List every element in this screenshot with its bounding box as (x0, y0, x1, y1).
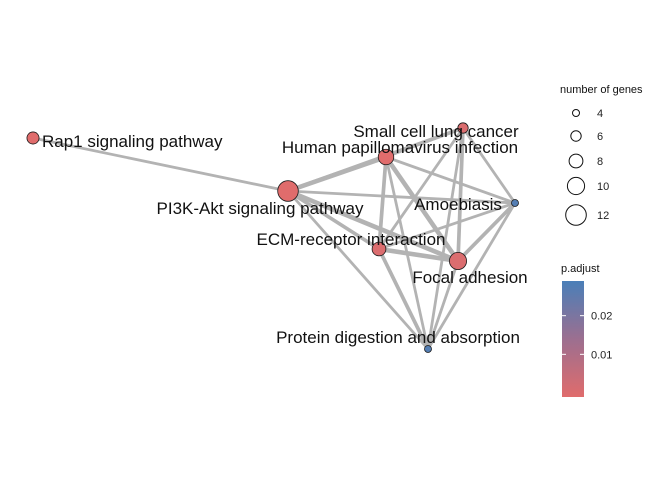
node-sclc[interactable] (457, 122, 469, 134)
edge-pi3k-protein (286, 189, 430, 351)
size-legend-label: 12 (597, 210, 609, 222)
node-label-sclc: Small cell lung cancer (353, 122, 519, 141)
edge-ecm-focal (376, 246, 461, 264)
size-legend-label: 8 (597, 156, 603, 168)
color-legend-title: p.adjust (561, 263, 600, 275)
size-legend-circle (570, 130, 582, 142)
network-labels: Rap1 signaling pathway PI3K-Akt signaling… (42, 122, 528, 347)
size-legend-label: 10 (597, 181, 609, 193)
network-nodes (26, 122, 519, 353)
node-protein[interactable] (424, 345, 432, 353)
node-focal[interactable] (448, 251, 467, 270)
node-amoeb[interactable] (511, 199, 519, 207)
edge-amoeb-protein (426, 201, 517, 351)
size-legend-circle (568, 153, 584, 169)
edge-pi3k-amoeb (286, 189, 517, 205)
size-legend-label: 4 (597, 108, 603, 120)
size-legend-label: 6 (597, 131, 603, 143)
edge-rap1-pi3k (31, 136, 290, 193)
edge-hpv-sclc (384, 126, 465, 159)
network-edges (31, 126, 517, 351)
node-label-focal: Focal adhesion (412, 268, 527, 287)
node-ecm[interactable] (371, 241, 387, 257)
size-legend: number of genes 4 6 8 10 12 (560, 84, 643, 226)
size-legend-circle (566, 176, 586, 196)
edge-ecm-protein (377, 247, 430, 351)
size-legend-circle (572, 109, 580, 117)
node-label-amoeb: Amoebiasis (414, 195, 502, 214)
node-label-protein: Protein digestion and absorption (276, 328, 520, 347)
node-label-rap1: Rap1 signaling pathway (42, 132, 223, 151)
edge-pi3k-focal (285, 188, 461, 264)
node-label-ecm: ECM-receptor interaction (257, 230, 446, 249)
color-legend-tick-label: 0.01 (591, 349, 612, 361)
edge-sclc-amoeb (461, 126, 517, 205)
color-legend: p.adjust 0.01 0.02 (561, 263, 612, 397)
size-legend-title: number of genes (560, 84, 643, 96)
node-label-hpv: Human papillomavirus infection (282, 138, 518, 157)
edge-pi3k-ecm (286, 189, 381, 251)
node-hpv[interactable] (377, 148, 395, 166)
node-pi3k[interactable] (277, 180, 299, 202)
edge-sclc-protein (426, 126, 465, 351)
edge-focal-protein (426, 259, 460, 351)
color-legend-bar (562, 281, 584, 397)
color-legend-tick-label: 0.02 (591, 311, 612, 323)
edge-sclc-focal (456, 126, 465, 263)
node-rap1[interactable] (26, 131, 40, 145)
edge-hpv-ecm (377, 155, 388, 251)
size-legend-circle (565, 204, 587, 226)
edge-amoeb-focal (456, 201, 517, 263)
edge-sclc-ecm (377, 126, 465, 251)
edge-amoeb-ecm (377, 201, 517, 251)
node-label-pi3k: PI3K-Akt signaling pathway (157, 199, 364, 218)
edge-hpv-amoeb (384, 155, 517, 205)
